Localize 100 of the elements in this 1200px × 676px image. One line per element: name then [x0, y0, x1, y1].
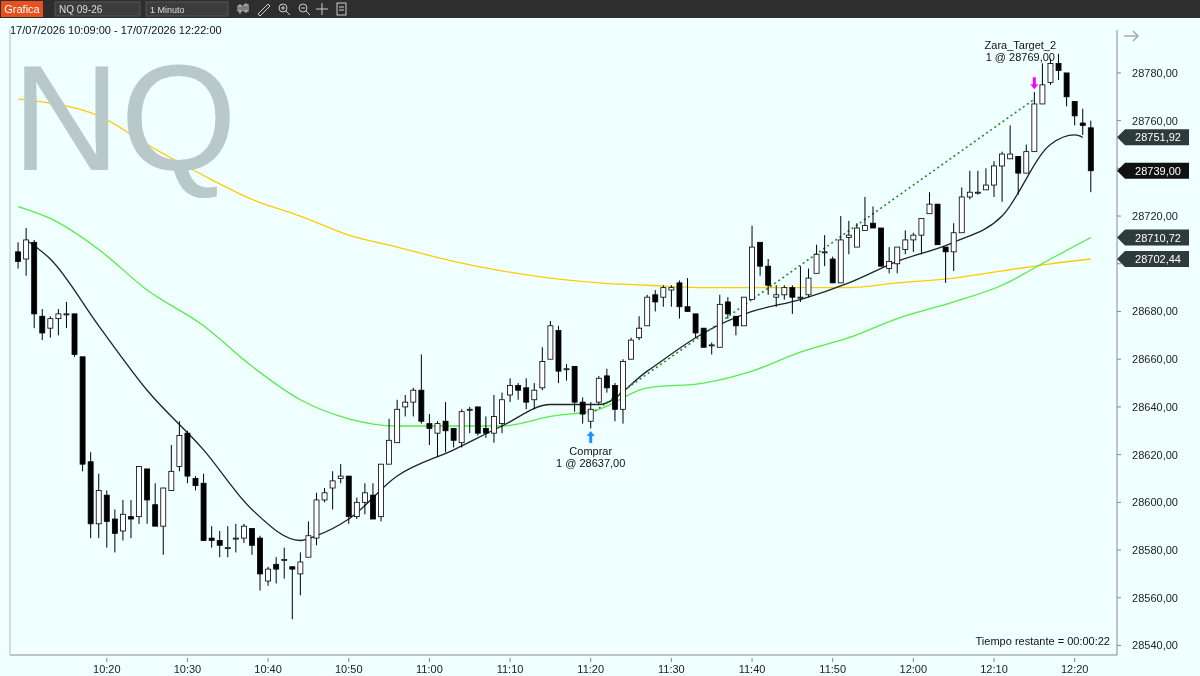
candlestick	[216, 530, 223, 558]
candlestick	[821, 234, 828, 267]
candlestick	[23, 227, 30, 277]
y-tick-label: 28760,00	[1132, 114, 1178, 127]
candlestick	[361, 482, 368, 515]
candlestick	[845, 220, 852, 255]
y-tick-label: 28540,00	[1132, 639, 1178, 652]
x-tick-label: 10:40	[254, 663, 282, 675]
chart-title: 17/07/2026 10:09:00 - 17/07/2026 12:22:00	[10, 24, 222, 36]
text: 28751,92	[1135, 131, 1181, 144]
candlestick	[232, 523, 239, 553]
text: NQ 09-26	[59, 4, 103, 15]
annotation: Tiempo restante = 00:00:22	[975, 635, 1110, 647]
candlestick	[587, 401, 594, 429]
x-tick-label: 11:30	[658, 663, 685, 675]
x-tick-label: 11:00	[416, 663, 443, 675]
candlestick	[862, 196, 868, 231]
candlestick	[507, 377, 513, 403]
candlestick	[249, 528, 255, 556]
candlestick	[1023, 144, 1030, 174]
candlestick	[983, 167, 989, 191]
annotation: 1 @ 28637,00	[556, 457, 626, 470]
candlestick	[491, 394, 497, 444]
candlestick	[224, 525, 231, 558]
candlestick	[966, 170, 973, 200]
candlestick	[628, 337, 634, 360]
candlestick	[902, 229, 909, 255]
candlestick	[991, 160, 997, 198]
candlestick	[829, 256, 836, 284]
candlestick	[950, 222, 957, 272]
candlestick	[813, 244, 820, 274]
annotation: Comprar	[569, 445, 613, 458]
candlestick	[854, 222, 860, 248]
candlestick	[289, 566, 296, 620]
candlestick	[386, 418, 392, 465]
x-tick-label: 10:50	[334, 663, 363, 675]
candlestick	[152, 482, 159, 527]
candlestick	[579, 396, 586, 425]
candlestick	[297, 551, 304, 596]
candlestick	[353, 497, 360, 520]
candlestick	[370, 482, 376, 520]
candlestick	[870, 206, 876, 229]
candlestick	[886, 246, 893, 274]
candlestick	[482, 415, 489, 439]
x-tick-label: 10:20	[93, 663, 121, 675]
y-tick-label: 28660,00	[1132, 353, 1178, 366]
x-tick-label: 12:00	[899, 663, 928, 675]
candlestick	[466, 406, 473, 434]
candlestick	[1039, 62, 1046, 105]
y-tick-label: 28780,00	[1132, 66, 1178, 79]
x-tick-label: 12:20	[1060, 663, 1089, 675]
annotation: Zara_Target_2	[984, 39, 1057, 52]
text: 28710,72	[1135, 231, 1181, 244]
candlestick	[1079, 108, 1086, 136]
candlestick	[1015, 155, 1022, 196]
x-tick-label: 11:20	[577, 663, 605, 675]
candlestick	[603, 368, 610, 394]
candlestick	[15, 241, 21, 270]
text: 1 Minuto	[150, 5, 185, 15]
x-tick-label: 12:10	[980, 663, 1008, 675]
candlestick	[733, 315, 739, 336]
y-tick-label: 28580,00	[1132, 544, 1178, 557]
candlestick	[499, 392, 505, 434]
candlestick	[765, 258, 772, 296]
candlestick	[329, 470, 336, 510]
candlestick	[273, 556, 280, 584]
candlestick	[265, 566, 271, 587]
candlestick	[120, 499, 126, 541]
candlestick	[1007, 124, 1014, 160]
x-tick-label: 11:50	[819, 663, 847, 675]
candlestick	[942, 246, 949, 284]
candlestick	[805, 268, 812, 298]
candlestick	[241, 523, 247, 544]
x-tick-label: 11:40	[738, 663, 766, 675]
candlestick	[724, 296, 731, 320]
text: 28702,44	[1135, 253, 1181, 266]
candlestick	[402, 394, 409, 417]
candlestick	[337, 463, 344, 484]
candlestick	[1071, 101, 1078, 126]
candlestick	[595, 375, 602, 406]
y-tick-label: 28640,00	[1132, 400, 1178, 413]
candlestick	[1063, 72, 1070, 107]
candlestick	[47, 315, 54, 339]
x-tick-label: 11:10	[496, 663, 524, 675]
text: Grafica	[4, 3, 41, 15]
text: 28739,00	[1135, 164, 1181, 177]
candlestick	[111, 508, 118, 553]
candlestick	[612, 382, 618, 422]
x-tick-label: 10:30	[173, 663, 202, 675]
y-tick-label: 28560,00	[1132, 591, 1178, 604]
annotation: 1 @ 28769,00	[985, 51, 1055, 64]
y-tick-label: 28680,00	[1132, 305, 1178, 318]
candlestick	[757, 241, 764, 277]
candlestick	[636, 315, 643, 341]
candlestick	[168, 444, 175, 491]
candlestick	[652, 289, 659, 312]
candlestick	[974, 170, 981, 196]
candlestick	[531, 382, 538, 410]
candlestick	[773, 284, 780, 308]
candlestick	[128, 499, 134, 539]
